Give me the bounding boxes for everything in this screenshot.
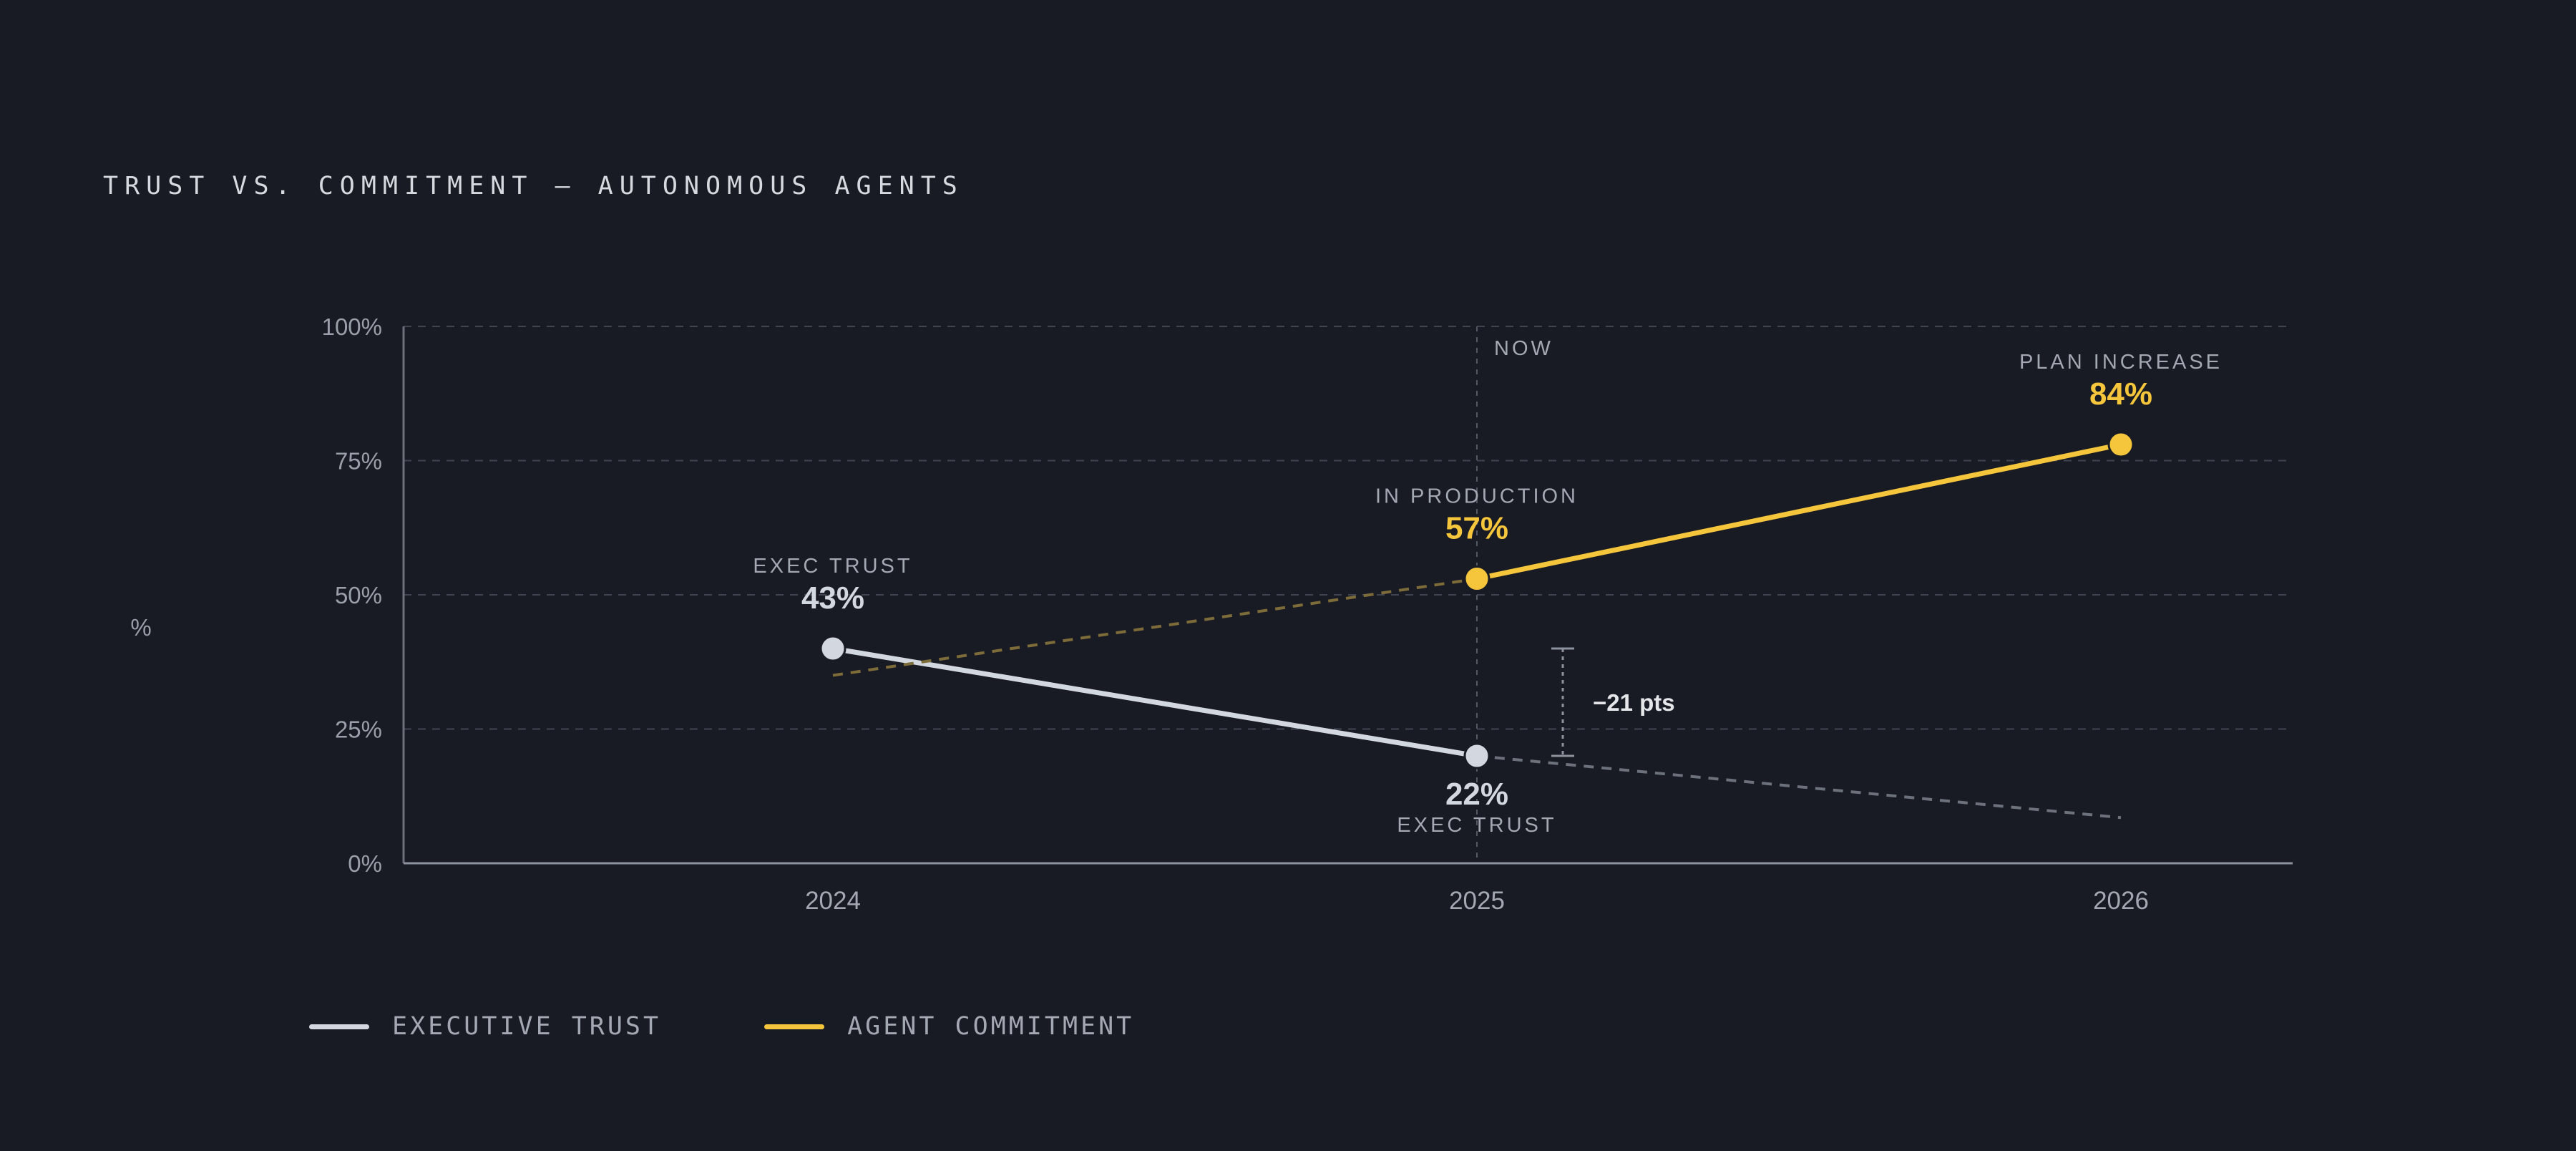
data-value-label: 84% xyxy=(2089,377,2152,412)
now-marker-label: NOW xyxy=(1494,337,1553,360)
x-tick-label: 2026 xyxy=(2093,887,2149,915)
y-tick-label: 75% xyxy=(335,448,382,475)
data-value-label: 22% xyxy=(1445,777,1508,812)
gap-label: −21 pts xyxy=(1593,689,1675,716)
y-axis-label: % xyxy=(130,614,151,641)
data-point xyxy=(2107,431,2135,458)
y-tick-label: 0% xyxy=(348,850,382,877)
series-line-1 xyxy=(1474,442,2124,581)
commitment-backcast-line xyxy=(832,577,1478,677)
data-point xyxy=(1463,742,1491,769)
data-value-label: 43% xyxy=(801,581,864,616)
x-tick-label: 2025 xyxy=(1449,887,1505,915)
legend-label: EXECUTIVE TRUST xyxy=(392,1012,662,1041)
data-point xyxy=(819,635,847,662)
x-tick-label: 2024 xyxy=(805,887,861,915)
legend-swatch xyxy=(309,1024,369,1029)
data-caption-label: EXEC TRUST xyxy=(1397,814,1556,837)
legend-label: AGENT COMMITMENT xyxy=(847,1012,1135,1041)
data-caption-label: EXEC TRUST xyxy=(753,555,912,578)
y-tick-label: 25% xyxy=(335,717,382,743)
y-tick-label: 100% xyxy=(322,314,382,340)
y-tick-label: 50% xyxy=(335,582,382,608)
legend-item: AGENT COMMITMENT xyxy=(764,1012,1134,1041)
legend-swatch xyxy=(764,1024,825,1029)
series-line-0 xyxy=(830,646,1480,759)
data-point xyxy=(1463,565,1491,592)
legend-item: EXECUTIVE TRUST xyxy=(309,1012,661,1041)
legend: EXECUTIVE TRUST AGENT COMMITMENT xyxy=(309,1012,1237,1041)
data-caption-label: IN PRODUCTION xyxy=(1375,485,1579,508)
data-caption-label: PLAN INCREASE xyxy=(2019,351,2223,374)
chart-title: TRUST VS. COMMITMENT — AUTONOMOUS AGENTS xyxy=(103,172,964,200)
data-value-label: 57% xyxy=(1445,511,1508,546)
trust-projection-line xyxy=(1476,754,2122,820)
